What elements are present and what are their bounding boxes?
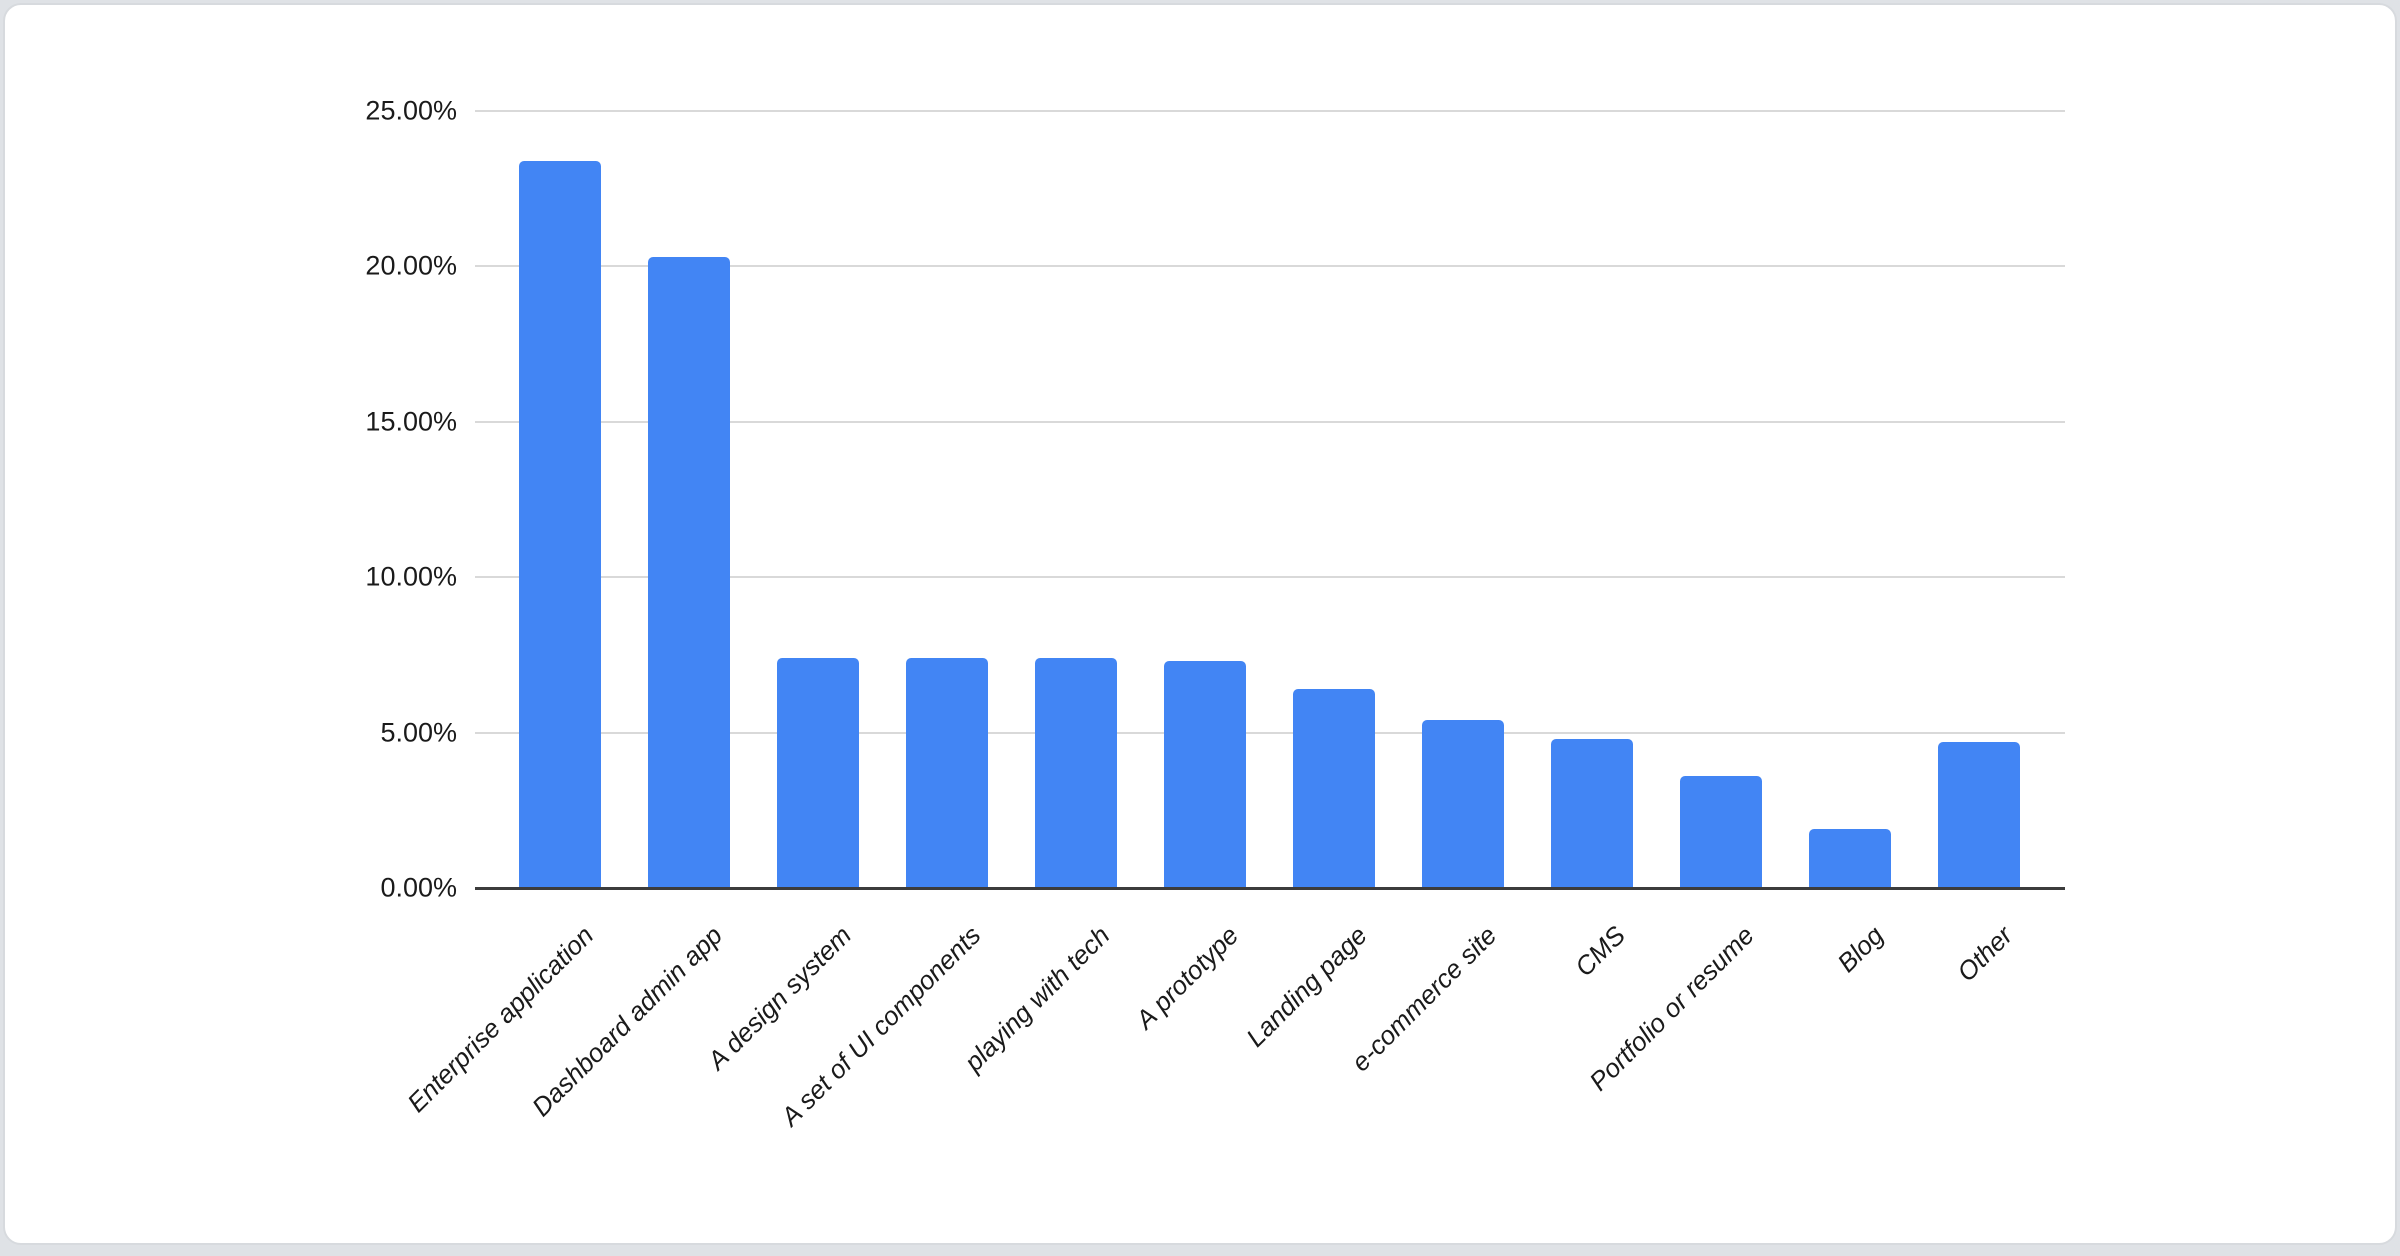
- x-axis-category-label: Landing page: [1240, 920, 1374, 1053]
- bar: [1164, 661, 1246, 888]
- x-axis-category-label: A prototype: [1129, 920, 1245, 1035]
- bar: [1293, 689, 1375, 888]
- gridline: [475, 731, 2065, 734]
- y-axis-tick-label: 25.00%: [365, 95, 457, 126]
- y-axis-tick-label: 5.00%: [380, 717, 457, 748]
- bar: [777, 658, 859, 888]
- gridline: [475, 110, 2065, 112]
- gridline: [475, 420, 2065, 423]
- chart-card: 0.00% 5.00% 10.00% 15.00% 20.00% 25.00% Enter…: [3, 3, 2397, 1245]
- x-axis-category-label: Blog: [1831, 920, 1890, 979]
- bar: [1422, 720, 1504, 888]
- bar: [648, 257, 730, 888]
- bar: [1809, 829, 1891, 888]
- x-axis-category-label: Other: [1951, 920, 2019, 988]
- x-axis-category-label: CMS: [1569, 920, 1632, 983]
- x-axis-baseline: [475, 887, 2065, 890]
- bar-chart: 0.00% 5.00% 10.00% 15.00% 20.00% 25.00% Enter…: [5, 5, 2395, 1243]
- y-axis-tick-label: 15.00%: [365, 406, 457, 437]
- y-axis-tick-label: 0.00%: [380, 872, 457, 903]
- y-axis-tick-label: 10.00%: [365, 561, 457, 592]
- bar: [1938, 742, 2020, 888]
- y-axis-tick-label: 20.00%: [365, 250, 457, 281]
- bar: [906, 658, 988, 888]
- bar: [1551, 739, 1633, 888]
- gridline: [475, 265, 2065, 268]
- bar: [1680, 776, 1762, 888]
- gridline: [475, 576, 2065, 579]
- bar: [1035, 658, 1117, 888]
- bar: [519, 161, 601, 888]
